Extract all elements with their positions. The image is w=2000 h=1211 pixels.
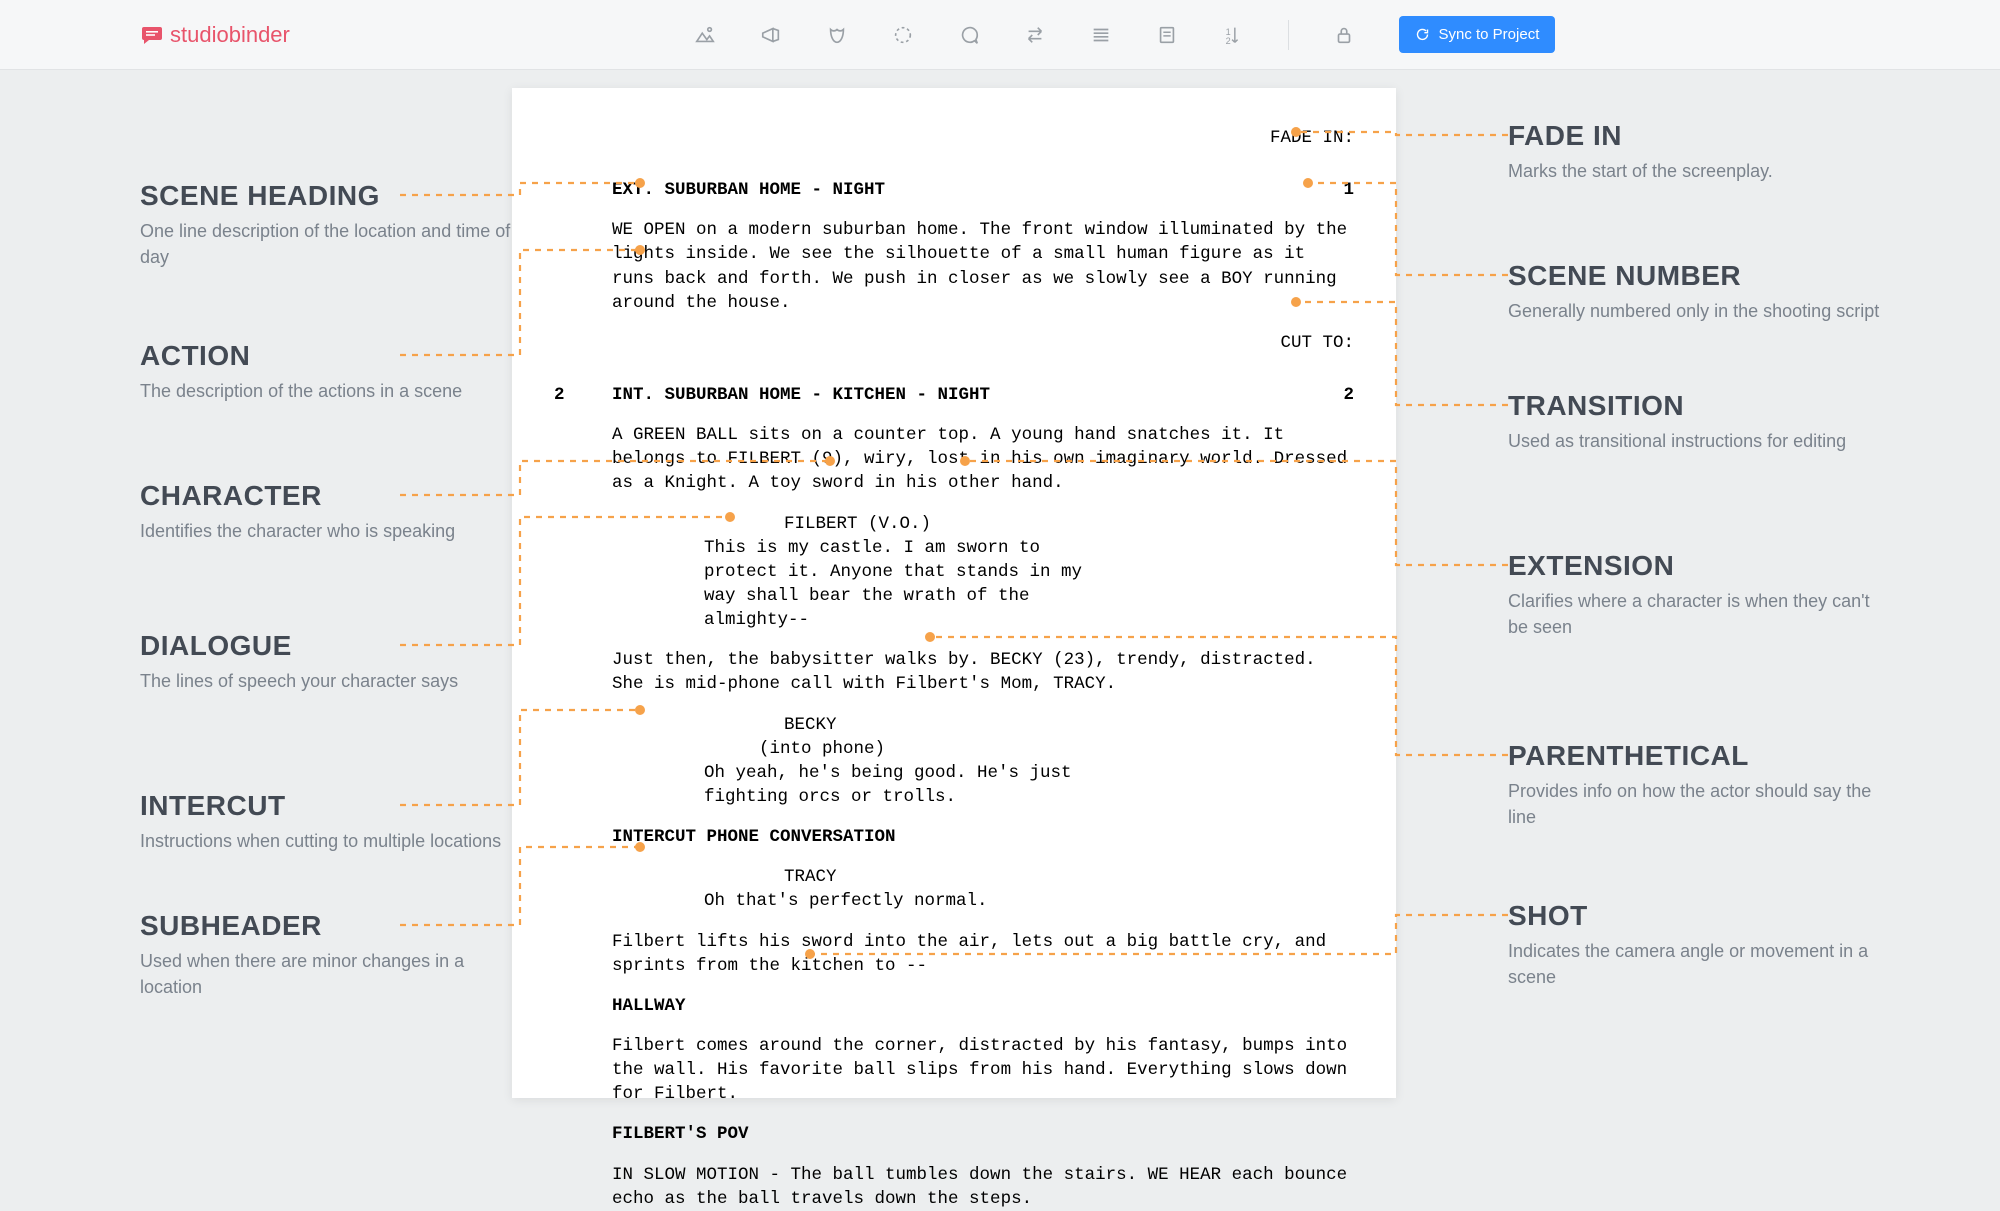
picture-icon[interactable] xyxy=(694,24,716,46)
annotation-label: PARENTHETICAL Provides info on how the ac… xyxy=(1508,740,1888,830)
annotation-desc: Instructions when cutting to multiple lo… xyxy=(140,828,520,854)
logo-icon xyxy=(140,23,164,47)
annotation-title: ACTION xyxy=(140,340,520,372)
dialogue-block: This is my castle. I am sworn to protect… xyxy=(704,536,1124,633)
mask-icon[interactable] xyxy=(826,24,848,46)
megaphone-icon[interactable] xyxy=(760,24,782,46)
character-cue: TRACY xyxy=(784,865,1354,889)
character-cue: BECKY xyxy=(784,713,1354,737)
annotation-title: SHOT xyxy=(1508,900,1888,932)
annotation-desc: The lines of speech your character says xyxy=(140,668,520,694)
annotation-label: CHARACTER Identifies the character who is… xyxy=(140,480,520,544)
chat-icon[interactable] xyxy=(958,24,980,46)
action-block: Just then, the babysitter walks by. BECK… xyxy=(612,648,1354,696)
sync-icon xyxy=(1415,27,1430,42)
annotation-title: INTERCUT xyxy=(140,790,520,822)
parenthetical: (into phone) xyxy=(759,737,1354,761)
annotation-label: FADE IN Marks the start of the screenplay… xyxy=(1508,120,1888,184)
numbers-icon[interactable]: 12 xyxy=(1222,24,1244,46)
circle-icon[interactable] xyxy=(892,24,914,46)
annotation-desc: Provides info on how the actor should sa… xyxy=(1508,778,1888,830)
annotation-desc: The description of the actions in a scen… xyxy=(140,378,520,404)
shot-pov: FILBERT'S POV xyxy=(612,1122,1354,1146)
annotation-desc: Marks the start of the screenplay. xyxy=(1508,158,1888,184)
svg-text:2: 2 xyxy=(1226,36,1231,46)
sync-button[interactable]: Sync to Project xyxy=(1399,16,1555,53)
annotation-title: EXTENSION xyxy=(1508,550,1888,582)
lock-icon[interactable] xyxy=(1333,24,1355,46)
annotation-title: TRANSITION xyxy=(1508,390,1888,422)
script-page: FADE IN: EXT. SUBURBAN HOME - NIGHT 1 WE… xyxy=(512,88,1396,1098)
sync-button-label: Sync to Project xyxy=(1438,26,1539,43)
dialogue-block: Oh that's perfectly normal. xyxy=(704,889,1124,913)
note-icon[interactable] xyxy=(1156,24,1178,46)
annotation-label: ACTION The description of the actions in … xyxy=(140,340,520,404)
swap-icon[interactable] xyxy=(1024,24,1046,46)
lines-icon[interactable] xyxy=(1090,24,1112,46)
annotation-title: PARENTHETICAL xyxy=(1508,740,1888,772)
annotation-label: INTERCUT Instructions when cutting to mul… xyxy=(140,790,520,854)
annotation-title: SUBHEADER xyxy=(140,910,520,942)
logo-text: studiobinder xyxy=(170,22,290,48)
subheader: HALLWAY xyxy=(612,994,1354,1018)
annotation-label: SCENE HEADING One line description of the… xyxy=(140,180,520,270)
transition-cut-to: CUT TO: xyxy=(554,331,1354,355)
action-block: A GREEN BALL sits on a counter top. A yo… xyxy=(612,423,1354,495)
stage: FADE IN: EXT. SUBURBAN HOME - NIGHT 1 WE… xyxy=(0,70,2000,1125)
annotation-label: SUBHEADER Used when there are minor chang… xyxy=(140,910,520,1000)
action-block: Filbert lifts his sword into the air, le… xyxy=(612,930,1354,978)
annotation-title: SCENE HEADING xyxy=(140,180,520,212)
toolbar: 12 Sync to Project xyxy=(290,16,1960,53)
action-block: IN SLOW MOTION - The ball tumbles down t… xyxy=(612,1163,1354,1211)
annotation-label: SHOT Indicates the camera angle or moveme… xyxy=(1508,900,1888,990)
intercut: INTERCUT PHONE CONVERSATION xyxy=(612,825,1354,849)
annotation-desc: Indicates the camera angle or movement i… xyxy=(1508,938,1888,990)
annotation-desc: Used as transitional instructions for ed… xyxy=(1508,428,1888,454)
annotation-title: DIALOGUE xyxy=(140,630,520,662)
toolbar-divider xyxy=(1288,20,1289,50)
topbar: studiobinder 12 Sync to Project xyxy=(0,0,2000,70)
dialogue-block: Oh yeah, he's being good. He's just figh… xyxy=(704,761,1124,809)
annotation-title: CHARACTER xyxy=(140,480,520,512)
scene-heading-2: 2 INT. SUBURBAN HOME - KITCHEN - NIGHT 2 xyxy=(554,383,1354,407)
annotation-label: SCENE NUMBER Generally numbered only in t… xyxy=(1508,260,1888,324)
annotation-desc: Generally numbered only in the shooting … xyxy=(1508,298,1888,324)
annotation-title: SCENE NUMBER xyxy=(1508,260,1888,292)
annotation-label: DIALOGUE The lines of speech your charact… xyxy=(140,630,520,694)
annotation-label: EXTENSION Clarifies where a character is … xyxy=(1508,550,1888,640)
annotation-label: TRANSITION Used as transitional instructi… xyxy=(1508,390,1888,454)
scene-heading-1: EXT. SUBURBAN HOME - NIGHT 1 xyxy=(554,178,1354,202)
action-block: WE OPEN on a modern suburban home. The f… xyxy=(612,218,1354,315)
action-block: Filbert comes around the corner, distrac… xyxy=(612,1034,1354,1106)
annotation-desc: Identifies the character who is speaking xyxy=(140,518,520,544)
annotation-desc: Used when there are minor changes in a l… xyxy=(140,948,520,1000)
annotation-desc: Clarifies where a character is when they… xyxy=(1508,588,1888,640)
fade-in: FADE IN: xyxy=(554,126,1354,150)
character-cue: FILBERT (V.O.) xyxy=(784,512,1354,536)
annotation-desc: One line description of the location and… xyxy=(140,218,520,270)
logo[interactable]: studiobinder xyxy=(140,22,290,48)
annotation-title: FADE IN xyxy=(1508,120,1888,152)
